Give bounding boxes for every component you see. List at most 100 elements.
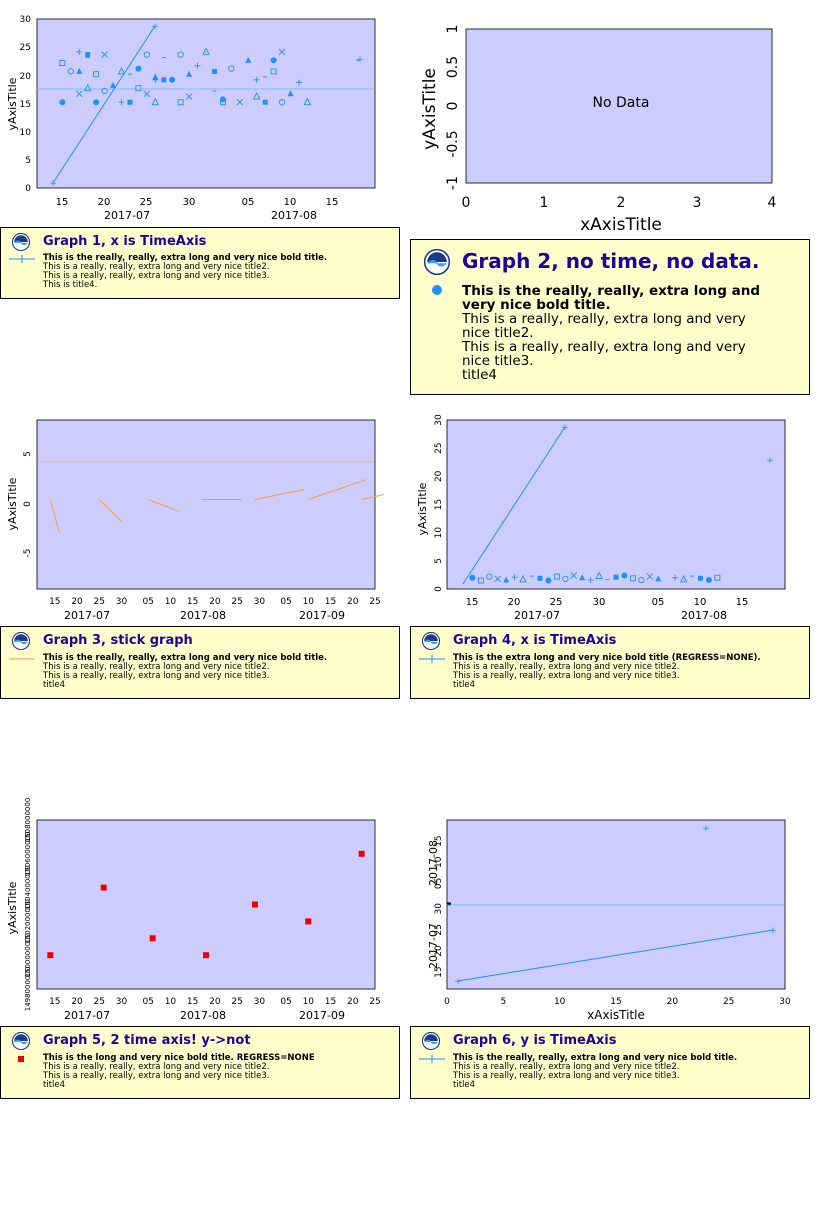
- y-tick-label: 1: [445, 25, 461, 34]
- data-point: [76, 67, 83, 74]
- legend-title: Graph 4, x is TimeAxis: [453, 633, 617, 648]
- y-tick-label: 15: [434, 835, 444, 846]
- data-point: [305, 918, 312, 925]
- x-tick-label: 15: [187, 597, 198, 607]
- scatter-points: [469, 571, 721, 584]
- x-month-label: 2017-07: [64, 1009, 110, 1022]
- data-point: [303, 97, 312, 106]
- y-tick-label: 20: [434, 470, 444, 482]
- stick: [148, 499, 180, 512]
- legend-line: This is a really, really, extra long and…: [462, 311, 746, 341]
- data-point: [672, 574, 679, 581]
- series-symbol-icon: [432, 285, 442, 295]
- x-month-label: 2017-09: [299, 609, 345, 622]
- y-axis-title: yAxisTitle: [6, 477, 19, 530]
- y-tick-label: -0.5: [445, 130, 461, 157]
- x-tick-label: 25: [94, 597, 105, 607]
- legend-title: Graph 6, y is TimeAxis: [453, 1033, 617, 1048]
- data-point: [278, 48, 286, 56]
- x-tick-label: 30: [116, 597, 128, 607]
- y-tick-label: 1500000000: [24, 933, 32, 978]
- data-point: [135, 85, 142, 92]
- graph-1-legend: Graph 1, x is TimeAxis This is the reall…: [0, 227, 400, 299]
- data-point: [143, 90, 151, 98]
- x-tick-label: 15: [325, 597, 336, 607]
- x-tick-label: 15: [187, 997, 198, 1007]
- series-symbol-icon: [9, 658, 35, 660]
- graph-5-chart: yAxisTitle 14980000001500000000150200000…: [6, 798, 381, 1022]
- y-tick-label: 5: [434, 558, 444, 564]
- legend-line: This is a really, really, extra long and…: [43, 671, 270, 681]
- data-point: [486, 573, 493, 580]
- data-point: [245, 56, 252, 63]
- y-day-ticks: 15 20 25 30 05 10 15: [434, 835, 444, 977]
- legend-lines: This is the really, really, extra long a…: [43, 254, 327, 290]
- noaa-logo-icon: [422, 632, 440, 650]
- x-tick-label: 05: [142, 597, 153, 607]
- data-point: [151, 97, 160, 106]
- legend-line: This is a really, really, extra long and…: [43, 271, 270, 281]
- x-tick-label: 10: [165, 597, 177, 607]
- data-point: [537, 575, 543, 581]
- graph-3-legend: Graph 3, stick graph This is the really,…: [0, 626, 400, 699]
- legend-line: This is title4.: [43, 280, 98, 290]
- scatter-points: [47, 850, 365, 959]
- x-tick-label: 15: [325, 997, 336, 1007]
- data-point: [161, 77, 167, 83]
- data-point: [127, 99, 133, 105]
- data-point: [177, 51, 184, 58]
- legend-lines: This is the really, really, extra long a…: [43, 654, 327, 690]
- plot-area: [465, 28, 773, 184]
- legend-lines: This is the really, really, extra long a…: [462, 284, 762, 382]
- y-tick-label: 0: [25, 184, 31, 194]
- legend-line: This is a really, really, extra long and…: [453, 1062, 680, 1072]
- legend-line: This is the really, really, extra long a…: [43, 253, 328, 263]
- legend-lines: This is the extra long and very nice bol…: [453, 654, 761, 690]
- data-point: [236, 98, 244, 106]
- x-tick-label: 25: [723, 997, 734, 1007]
- legend-line: title4: [453, 1080, 476, 1090]
- y-tick-label: 10: [434, 856, 444, 868]
- x-month-label: 2017-08: [180, 1009, 226, 1022]
- series-marker: +: [702, 824, 710, 834]
- x-tick-label: 30: [593, 597, 606, 608]
- x-tick-label: 20: [98, 197, 111, 208]
- y-ticks: 0 5 10 15 20 25 30: [434, 414, 444, 592]
- y-tick-label: 20: [20, 72, 32, 82]
- series-marker: +: [454, 977, 462, 987]
- series-symbol-icon: [9, 255, 35, 263]
- legend-line: title4: [43, 1080, 66, 1090]
- data-point: [177, 99, 184, 106]
- data-point: [503, 576, 510, 583]
- legend-title: Graph 3, stick graph: [43, 633, 193, 648]
- x-tick-label: 05: [280, 997, 291, 1007]
- series-symbol-icon: [419, 655, 445, 663]
- data-point: [93, 99, 100, 106]
- x-month-label: 2017-07: [104, 209, 150, 222]
- y-tick-label: -1: [445, 176, 461, 190]
- legend-line: This is a really, really, extra long and…: [453, 662, 680, 672]
- legend-line: title4: [462, 367, 497, 383]
- noaa-logo-icon: [12, 632, 30, 650]
- x-day-ticks: 15 20 25 30 05 10 15 20 25 30 05 10 15 20 25: [49, 597, 381, 607]
- stick: [254, 489, 304, 501]
- legend-line: This is a really, really, extra long and…: [453, 1071, 680, 1081]
- data-point: [67, 68, 74, 75]
- x-tick-label: 30: [779, 997, 791, 1007]
- data-point: [135, 65, 142, 72]
- plot-area: [36, 419, 376, 590]
- x-tick-label: 25: [550, 597, 563, 608]
- series-marker: +: [151, 22, 159, 32]
- no-data-label: No Data: [593, 95, 650, 111]
- scatter-points: [59, 47, 361, 106]
- data-point: [545, 577, 552, 584]
- plot-area: [446, 819, 786, 990]
- data-point: [638, 576, 645, 584]
- x-tick-label: 2: [617, 195, 626, 211]
- data-point: [519, 574, 527, 583]
- y-tick-label: 1504000000: [24, 865, 32, 910]
- data-point: [262, 99, 268, 105]
- data-point: [194, 62, 201, 69]
- data-point: [553, 573, 560, 580]
- data-point: [679, 574, 688, 583]
